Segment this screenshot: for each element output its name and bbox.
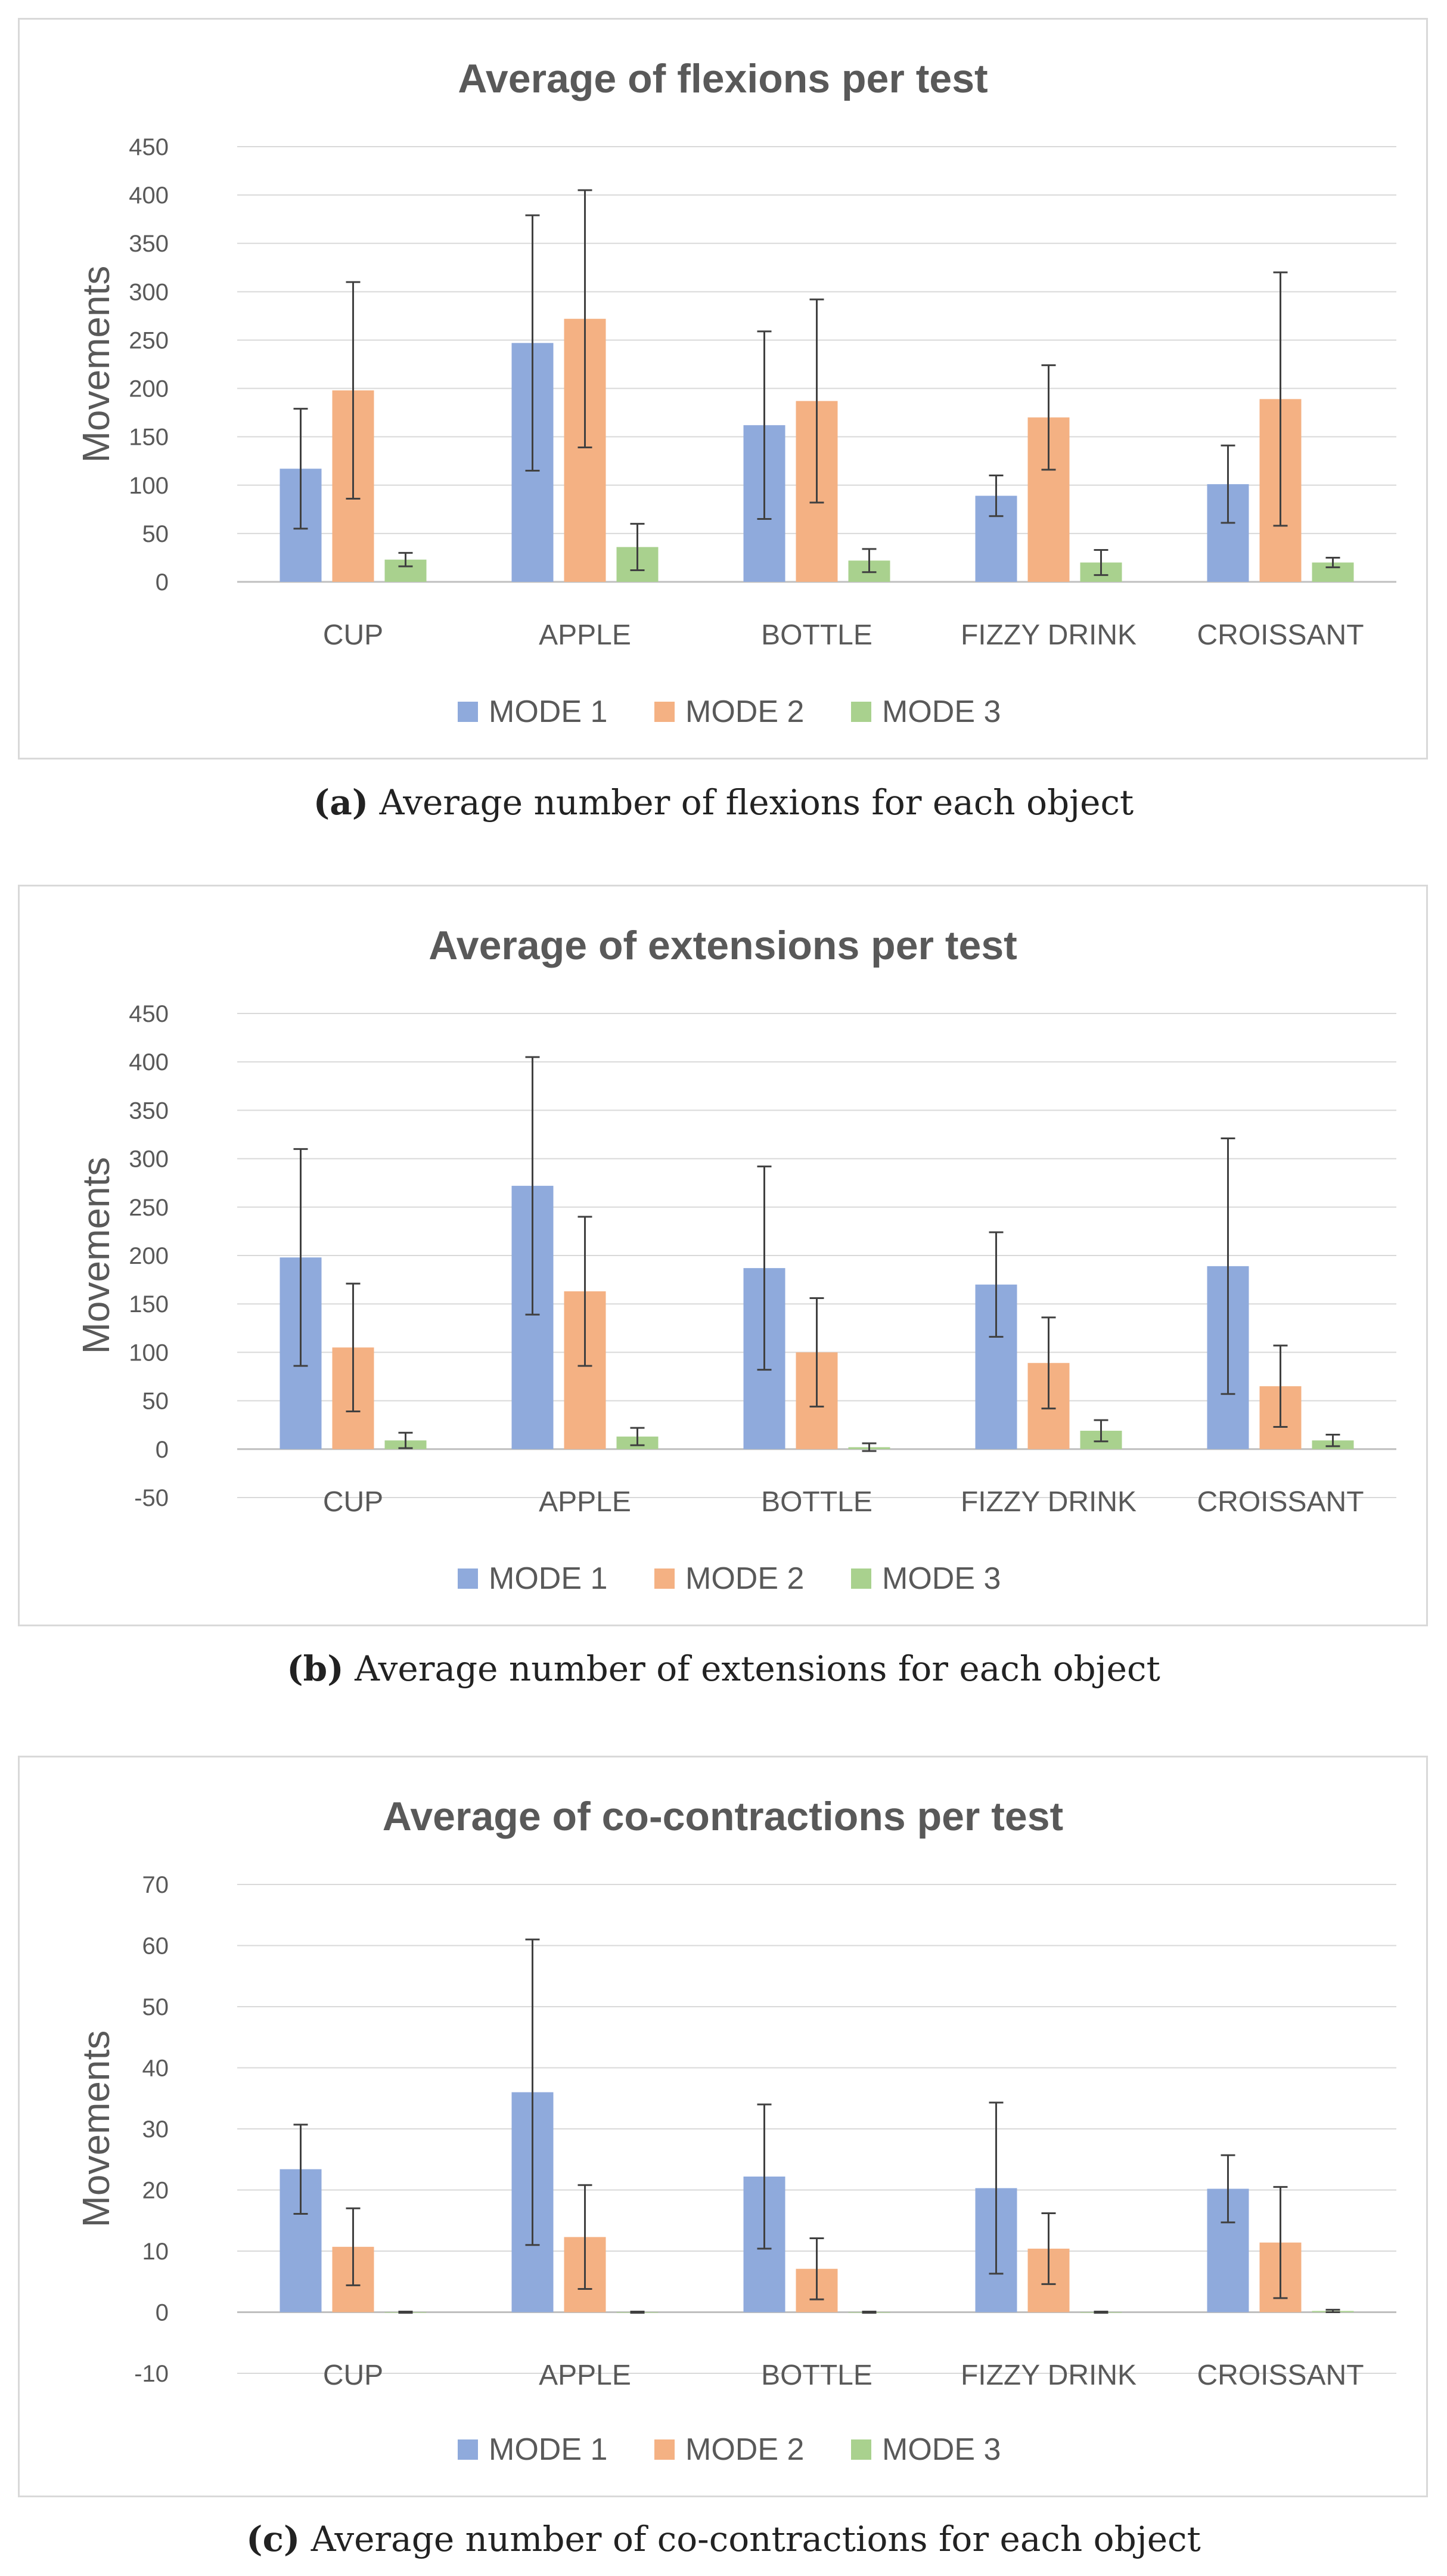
y-tick-label: 50 <box>142 521 169 547</box>
y-tick-label: 0 <box>156 2300 169 2326</box>
x-tick-label: FIZZY DRINK <box>961 619 1137 651</box>
y-tick-label: 20 <box>142 2178 169 2204</box>
y-tick-label: 50 <box>142 1388 169 1415</box>
flexions-caption: (a) Average number of flexions for each … <box>313 782 1134 823</box>
x-tick-label: BOTTLE <box>761 2360 872 2391</box>
y-tick-label: 450 <box>129 1001 169 1027</box>
legend-label: MODE 3 <box>882 1561 1001 1596</box>
legend-swatch <box>851 702 871 722</box>
legend-label: MODE 1 <box>489 2432 607 2467</box>
chart-title: Average of flexions per test <box>458 56 988 101</box>
y-tick-label: -50 <box>134 1485 169 1511</box>
y-tick-label: 150 <box>129 1291 169 1318</box>
legend-swatch <box>654 2439 675 2460</box>
y-tick-label: 50 <box>142 1994 169 2020</box>
y-tick-label: 0 <box>156 569 169 596</box>
y-tick-label: 250 <box>129 327 169 354</box>
y-tick-label: 100 <box>129 473 169 499</box>
y-tick-label: -10 <box>134 2361 169 2387</box>
y-tick-label: 350 <box>129 231 169 257</box>
legend-label: MODE 2 <box>685 2432 804 2467</box>
x-tick-label: FIZZY DRINK <box>961 2360 1137 2391</box>
legend-swatch <box>654 702 675 722</box>
y-tick-label: 100 <box>129 1340 169 1366</box>
x-tick-label: APPLE <box>539 619 631 651</box>
legend-label: MODE 1 <box>489 1561 607 1596</box>
y-tick-label: 150 <box>129 424 169 451</box>
flexions-chart: Average of flexions per test Movements 0 50… <box>74 56 1396 729</box>
y-tick-label: 300 <box>129 279 169 305</box>
legend-swatch <box>458 1568 478 1589</box>
legend-swatch <box>458 2439 478 2460</box>
y-tick-label: 70 <box>142 1872 169 1898</box>
y-axis-label: Movements <box>74 2031 117 2228</box>
extensions-chart-panel: Average of extensions per test Movements -… <box>18 885 1428 1626</box>
x-tick-label: BOTTLE <box>761 619 872 651</box>
y-tick-label: 30 <box>142 2116 169 2143</box>
x-tick-label: FIZZY DRINK <box>961 1486 1137 1518</box>
legend-label: MODE 1 <box>489 695 607 729</box>
x-tick-label: APPLE <box>539 2360 631 2391</box>
y-tick-label: 250 <box>129 1195 169 1221</box>
cocontractions-chart-panel: Average of co-contractions per test Movem… <box>18 1756 1428 2497</box>
legend-swatch <box>851 1568 871 1589</box>
y-tick-label: 450 <box>129 134 169 160</box>
extensions-caption: (b) Average number of extensions for eac… <box>287 1648 1160 1689</box>
x-tick-label: CUP <box>323 619 383 651</box>
y-tick-label: 10 <box>142 2239 169 2265</box>
legend-swatch <box>851 2439 871 2460</box>
y-tick-label: 40 <box>142 2056 169 2082</box>
y-tick-label: 200 <box>129 1243 169 1269</box>
x-tick-label: CROISSANT <box>1197 2360 1364 2391</box>
y-tick-label: 300 <box>129 1146 169 1173</box>
x-tick-label: CROISSANT <box>1197 619 1364 651</box>
legend-label: MODE 3 <box>882 695 1001 729</box>
x-tick-label: CUP <box>323 2360 383 2391</box>
legend-swatch <box>654 1568 675 1589</box>
legend-label: MODE 3 <box>882 2432 1001 2467</box>
cocontractions-caption: (c) Average number of co-contractions fo… <box>246 2519 1201 2559</box>
legend-swatch <box>458 702 478 722</box>
flexions-chart-panel: Average of flexions per test Movements 0 50… <box>18 18 1428 760</box>
y-tick-label: 60 <box>142 1933 169 1960</box>
x-tick-label: CROISSANT <box>1197 1486 1364 1518</box>
y-tick-label: 400 <box>129 1049 169 1075</box>
y-axis-label: Movements <box>74 266 117 463</box>
x-tick-label: APPLE <box>539 1486 631 1518</box>
extensions-chart: Average of extensions per test Movements -… <box>74 923 1396 1596</box>
x-tick-label: BOTTLE <box>761 1486 872 1518</box>
legend-label: MODE 2 <box>685 1561 804 1596</box>
y-axis-label: Movements <box>74 1157 117 1354</box>
chart-title: Average of extensions per test <box>428 923 1017 968</box>
y-tick-label: 0 <box>156 1437 169 1463</box>
chart-title: Average of co-contractions per test <box>383 1794 1063 1839</box>
cocontractions-chart: Average of co-contractions per test Movem… <box>74 1794 1396 2467</box>
y-tick-label: 400 <box>129 182 169 209</box>
y-tick-label: 200 <box>129 376 169 402</box>
y-tick-label: 350 <box>129 1098 169 1124</box>
legend-label: MODE 2 <box>685 695 804 729</box>
x-tick-label: CUP <box>323 1486 383 1518</box>
